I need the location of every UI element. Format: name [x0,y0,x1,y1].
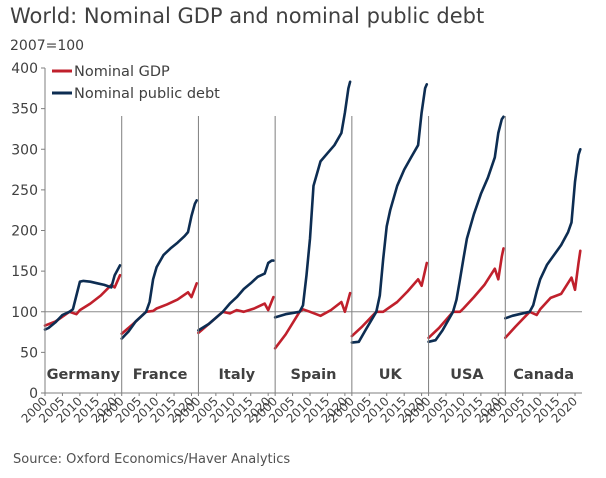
italy-debt-line [197,259,275,332]
axis-layer [41,67,582,396]
spain-gdp-line [273,291,352,350]
france-debt-line [120,199,198,340]
y-tick-label-200: 200 [11,224,38,240]
source-note: Source: Oxford Economics/Haver Analytics [13,452,291,467]
y-axis-unit-label: 2007=100 [10,38,85,54]
y-tick-label-250: 250 [11,183,38,199]
panel-label-spain: Spain [291,367,337,383]
panel-label-italy: Italy [219,367,256,383]
usa-gdp-line [427,247,505,340]
legend-label-debt: Nominal public debt [74,86,220,102]
legend: Nominal GDP Nominal public debt [52,64,220,102]
uk-debt-line [350,83,429,344]
y-tick-label-50: 50 [20,345,38,361]
panel-label-uk: UK [379,367,403,383]
spain-debt-line [273,80,352,319]
y-tick-label-300: 300 [11,142,38,158]
uk-gdp-line [350,261,429,338]
y-tick-label-150: 150 [11,264,38,280]
italy-gdp-line [197,295,275,335]
panel-label-france: France [133,367,188,383]
y-tick-label-0: 0 [29,386,38,402]
legend-label-gdp: Nominal GDP [74,64,170,80]
canada-debt-line [503,148,582,320]
series-layer [43,80,582,350]
label-layer: 050100150200250300350400Germany200020052… [11,61,580,426]
y-tick-label-350: 350 [11,102,38,118]
panel-label-usa: USA [450,367,484,383]
usa-debt-line [427,115,505,344]
chart-title: World: Nominal GDP and nominal public de… [10,4,485,28]
y-tick-label-400: 400 [11,61,38,77]
germany-debt-line [43,264,122,331]
canada-gdp-line [503,249,582,340]
panel-label-canada: Canada [513,367,574,383]
germany-gdp-line [43,273,122,327]
panel-label-germany: Germany [47,367,121,383]
y-tick-label-100: 100 [11,305,38,321]
